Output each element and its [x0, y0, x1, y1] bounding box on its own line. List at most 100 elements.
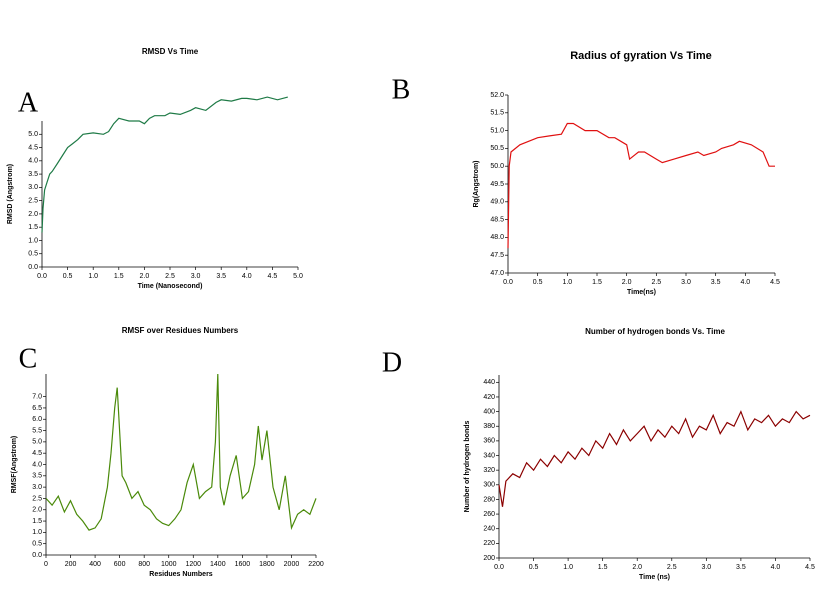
x-tick-label: 1200 [185, 561, 201, 568]
x-tick-label: 2.5 [651, 279, 661, 286]
y-tick-label: 0.0 [28, 264, 38, 271]
y-tick-label: 47.0 [490, 270, 504, 277]
y-tick-label: 420 [483, 394, 495, 401]
y-tick-label: 260 [483, 511, 495, 518]
x-tick-label: 4.0 [242, 273, 252, 280]
x-tick-label: 1800 [259, 561, 275, 568]
x-tick-label: 2200 [308, 561, 324, 568]
x-tick-label: 0.0 [503, 279, 513, 286]
x-tick-label: 4.0 [740, 279, 750, 286]
x-tick-label: 3.5 [711, 279, 721, 286]
y-tick-label: 200 [483, 555, 495, 562]
y-tick-label: 1.0 [32, 529, 42, 536]
x-tick-label: 1.5 [598, 564, 608, 571]
x-tick-label: 600 [114, 561, 126, 568]
x-axis-label: Residues Numbers [149, 571, 213, 578]
x-axis-label: Time(ns) [627, 289, 656, 296]
chart-title: RMSD Vs Time [142, 47, 199, 56]
y-axis-label: RMSD (Angstrom) [7, 164, 14, 224]
y-tick-label: 4.0 [32, 461, 42, 468]
y-tick-label: 5.5 [32, 427, 42, 434]
y-tick-label: 2.5 [32, 495, 42, 502]
x-tick-label: 1000 [161, 561, 177, 568]
y-tick-label: 5.0 [32, 439, 42, 446]
y-tick-label: 48.5 [490, 216, 504, 223]
y-tick-label: 360 [483, 438, 495, 445]
y-axis-label: RMSF(Angstrom) [11, 436, 18, 494]
x-tick-label: 1.0 [88, 273, 98, 280]
y-tick-label: 380 [483, 423, 495, 430]
x-tick-label: 4.5 [268, 273, 278, 280]
y-axis-label: Number of hydrogen bonds [464, 421, 471, 513]
x-tick-label: 3.0 [191, 273, 201, 280]
y-tick-label: 400 [483, 408, 495, 415]
y-tick-label: 5.0 [28, 131, 38, 138]
x-tick-label: 4.5 [805, 564, 815, 571]
y-tick-label: 1.5 [28, 224, 38, 231]
data-line [507, 122, 775, 249]
y-tick-label: 49.5 [490, 181, 504, 188]
y-tick-label: 3.5 [32, 473, 42, 480]
y-tick-label: 0.5 [32, 541, 42, 548]
x-tick-label: 2.5 [165, 273, 175, 280]
x-tick-label: 0.5 [529, 564, 539, 571]
y-tick-label: 3.5 [28, 171, 38, 178]
x-tick-label: 800 [138, 561, 150, 568]
x-tick-label: 2.0 [622, 279, 632, 286]
data-line [45, 373, 317, 531]
y-tick-label: 340 [483, 452, 495, 459]
x-tick-label: 1.0 [563, 564, 573, 571]
y-tick-label: 1.0 [28, 237, 38, 244]
x-tick-label: 2.5 [667, 564, 677, 571]
y-tick-label: 220 [483, 540, 495, 547]
x-tick-label: 400 [89, 561, 101, 568]
y-tick-label: 47.5 [490, 252, 504, 259]
panel-letter: B [392, 74, 411, 105]
x-tick-label: 200 [65, 561, 77, 568]
y-tick-label: 1.5 [32, 518, 42, 525]
x-tick-label: 4.5 [770, 279, 780, 286]
y-tick-label: 51.0 [490, 127, 504, 134]
y-tick-label: 6.5 [32, 405, 42, 412]
y-tick-label: 6.0 [32, 416, 42, 423]
x-tick-label: 1.5 [592, 279, 602, 286]
panel-letter: D [382, 347, 402, 378]
y-tick-label: 300 [483, 482, 495, 489]
x-axis-label: Time (Nanosecond) [138, 283, 203, 290]
y-tick-label: 50.0 [490, 163, 504, 170]
y-tick-label: 4.5 [28, 144, 38, 151]
y-tick-label: 320 [483, 467, 495, 474]
y-tick-label: 50.5 [490, 145, 504, 152]
chart-title: RMSF over Residues Numbers [122, 326, 239, 335]
x-tick-label: 0.0 [494, 564, 504, 571]
y-tick-label: 2.5 [28, 197, 38, 204]
y-tick-label: 3.0 [32, 484, 42, 491]
y-tick-label: 48.0 [490, 234, 504, 241]
x-tick-label: 4.0 [771, 564, 781, 571]
chart-title: Number of hydrogen bonds Vs. Time [585, 327, 725, 336]
y-tick-label: 4.5 [32, 450, 42, 457]
y-tick-label: 240 [483, 526, 495, 533]
x-axis-label: Time (ns) [639, 574, 670, 581]
y-tick-label: 7.0 [32, 393, 42, 400]
y-axis-label: Rg(Angstrom) [473, 160, 480, 207]
panel-letter: A [18, 87, 39, 118]
y-tick-label: 440 [483, 379, 495, 386]
x-tick-label: 1.0 [562, 279, 572, 286]
x-tick-label: 2.0 [632, 564, 642, 571]
x-tick-label: 0.5 [63, 273, 73, 280]
data-line [498, 410, 811, 507]
y-tick-label: 49.0 [490, 199, 504, 206]
x-tick-label: 3.5 [736, 564, 746, 571]
x-tick-label: 3.0 [681, 279, 691, 286]
y-tick-label: 4.0 [28, 158, 38, 165]
y-tick-label: 2.0 [32, 507, 42, 514]
x-tick-label: 5.0 [293, 273, 303, 280]
x-tick-label: 1400 [210, 561, 226, 568]
y-tick-label: 52.0 [490, 92, 504, 99]
x-tick-label: 1.5 [114, 273, 124, 280]
x-tick-label: 0.0 [37, 273, 47, 280]
x-tick-label: 0.5 [533, 279, 543, 286]
y-tick-label: 3.0 [28, 184, 38, 191]
